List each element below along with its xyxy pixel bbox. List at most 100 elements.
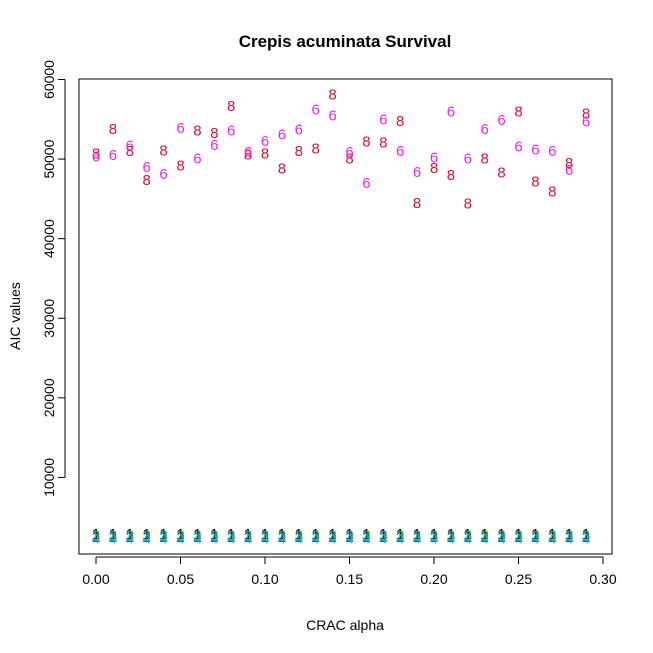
x-tick-label: 0.10 (251, 571, 278, 587)
y-tick-label: 60000 (41, 60, 57, 99)
data-point-series-1: 1 (295, 526, 303, 543)
data-point-series-8: 8 (227, 98, 235, 115)
data-point-series-6: 6 (244, 144, 252, 161)
data-point-series-2: 2 (548, 529, 556, 546)
data-point-series-1: 1 (531, 526, 539, 543)
data-point-series-2: 2 (295, 529, 303, 546)
data-point-series-2: 2 (413, 529, 421, 546)
data-point-series-1: 1 (464, 526, 472, 543)
data-point-series-3: 3 (413, 528, 421, 545)
data-point-series-1: 1 (565, 526, 573, 543)
data-point-series-1: 1 (497, 526, 505, 543)
x-tick-label: 0.30 (589, 571, 616, 587)
data-point-series-3: 3 (362, 528, 370, 545)
chart-title: Crepis acuminata Survival (239, 32, 452, 51)
data-point-series-2: 2 (109, 529, 117, 546)
data-point-series-4: 4 (531, 531, 539, 548)
data-point-series-3: 3 (345, 528, 353, 545)
data-point-series-8: 8 (582, 106, 590, 123)
data-point-series-6: 6 (126, 138, 134, 155)
data-point-series-8: 8 (159, 142, 167, 159)
data-point-series-3: 3 (464, 528, 472, 545)
data-point-series-1: 1 (261, 526, 269, 543)
data-point-series-4: 4 (295, 531, 303, 548)
data-point-series-3: 3 (244, 528, 252, 545)
data-point-series-3: 3 (565, 528, 573, 545)
data-point-series-1: 1 (109, 526, 117, 543)
data-point-series-1: 1 (481, 526, 489, 543)
data-point-series-2: 2 (379, 529, 387, 546)
data-point-series-2: 2 (126, 529, 134, 546)
data-point-series-3: 3 (531, 528, 539, 545)
data-point-series-8: 8 (430, 160, 438, 177)
data-point-series-4: 4 (143, 531, 151, 548)
data-point-series-6: 6 (447, 103, 455, 120)
data-point-series-6: 6 (227, 122, 235, 139)
data-point-series-2: 2 (447, 529, 455, 546)
data-point-series-3: 3 (193, 528, 201, 545)
data-point-series-3: 3 (328, 528, 336, 545)
data-point-series-2: 2 (210, 529, 218, 546)
data-point-series-4: 4 (447, 531, 455, 548)
data-point-series-2: 2 (193, 529, 201, 546)
data-point-series-1: 1 (92, 526, 100, 543)
data-point-series-6: 6 (497, 112, 505, 129)
data-point-series-8: 8 (261, 146, 269, 163)
data-point-series-4: 4 (565, 531, 573, 548)
data-point-series-4: 4 (210, 531, 218, 548)
data-point-series-6: 6 (514, 138, 522, 155)
x-axis-label: CRAC alpha (306, 617, 384, 633)
data-point-series-6: 6 (176, 120, 184, 137)
data-point-series-1: 1 (328, 526, 336, 543)
x-axis: 0.00 0.05 0.10 0.15 0.20 0.25 0.30 (82, 556, 617, 587)
data-point-series-8: 8 (379, 134, 387, 151)
data-point-series-4: 4 (261, 531, 269, 548)
data-point-series-3: 3 (278, 528, 286, 545)
data-point-series-3: 3 (227, 528, 235, 545)
y-tick-label: 20000 (41, 378, 57, 417)
y-tick-label: 30000 (41, 299, 57, 338)
data-point-series-3: 3 (295, 528, 303, 545)
data-point-series-2: 2 (362, 529, 370, 546)
data-point-series-2: 2 (143, 529, 151, 546)
data-point-series-3: 3 (514, 528, 522, 545)
data-point-series-4: 4 (548, 531, 556, 548)
data-point-series-8: 8 (176, 157, 184, 174)
data-point-series-1: 1 (413, 526, 421, 543)
data-point-series-6: 6 (430, 149, 438, 166)
data-point-series-3: 3 (497, 528, 505, 545)
data-point-series-8: 8 (210, 125, 218, 142)
data-point-series-1: 1 (379, 526, 387, 543)
data-point-series-2: 2 (514, 529, 522, 546)
data-point-series-6: 6 (92, 149, 100, 166)
data-point-series-6: 6 (531, 142, 539, 159)
data-point-series-1: 1 (227, 526, 235, 543)
data-point-series-4: 4 (278, 531, 286, 548)
data-point-series-2: 2 (176, 529, 184, 546)
data-point-series-4: 4 (464, 531, 472, 548)
data-point-series-8: 8 (278, 161, 286, 178)
data-point-series-8: 8 (295, 143, 303, 160)
data-point-series-2: 2 (345, 529, 353, 546)
data-point-series-3: 3 (396, 528, 404, 545)
data-point-series-2: 2 (312, 529, 320, 546)
data-point-series-6: 6 (464, 150, 472, 167)
y-axis-label: AIC values (7, 282, 23, 350)
data-point-series-1: 1 (548, 526, 556, 543)
data-point-series-1: 1 (176, 526, 184, 543)
data-point-series-3: 3 (143, 528, 151, 545)
data-point-series-4: 4 (362, 531, 370, 548)
data-point-series-3: 3 (109, 528, 117, 545)
data-point-series-8: 8 (328, 87, 336, 104)
data-point-series-6: 6 (582, 114, 590, 131)
x-tick-label: 0.20 (420, 571, 447, 587)
data-point-series-6: 6 (143, 159, 151, 176)
data-point-series-2: 2 (261, 529, 269, 546)
data-point-series-4: 4 (109, 531, 117, 548)
data-point-series-6: 6 (379, 111, 387, 128)
data-point-series-4: 4 (497, 531, 505, 548)
data-point-series-8: 8 (447, 167, 455, 184)
data-point-series-8: 8 (531, 173, 539, 190)
